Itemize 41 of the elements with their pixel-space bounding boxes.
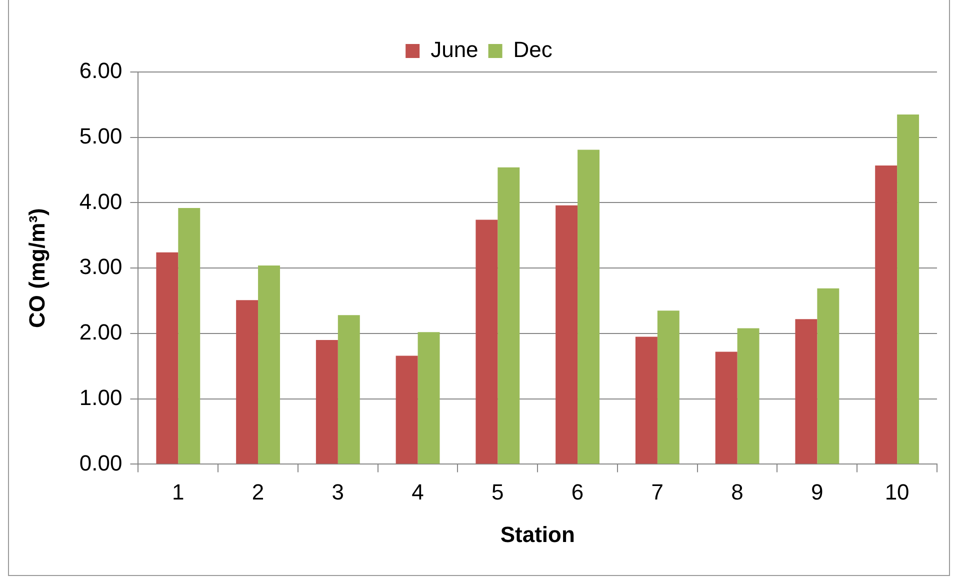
bar: [737, 328, 760, 464]
bar: [578, 150, 600, 464]
bar: [556, 205, 578, 464]
bar: [178, 208, 200, 464]
x-tick-label: 10: [884, 479, 910, 504]
x-tick-label: 4: [412, 479, 424, 504]
y-tick-label: 0.00: [79, 450, 122, 476]
x-tick-label: 3: [332, 479, 344, 504]
bar: [396, 356, 418, 464]
bar: [897, 114, 920, 464]
x-tick-label: 8: [731, 479, 744, 504]
y-tick-label: 4.00: [79, 188, 122, 214]
y-tick-label: 2.00: [79, 320, 122, 345]
x-axis-title: Station: [500, 522, 575, 547]
x-tick-label: 5: [492, 479, 504, 504]
x-tick-label: 7: [651, 479, 664, 504]
legend-label: June: [430, 37, 478, 62]
bar: [316, 340, 338, 464]
bar: [476, 220, 498, 464]
legend-label: Dec: [513, 37, 552, 62]
y-tick-label: 6.00: [79, 58, 122, 84]
bar: [715, 352, 738, 464]
y-tick-label: 1.00: [79, 384, 122, 410]
bar: [657, 310, 680, 464]
bar: [635, 336, 658, 464]
y-axis-title: CO (mg/m³): [24, 208, 50, 328]
x-tick-label: 2: [252, 479, 264, 504]
bar: [258, 265, 280, 464]
x-tick-label: 1: [172, 479, 184, 504]
bar: [498, 167, 520, 464]
y-tick-label: 3.00: [79, 254, 122, 280]
y-tick-label: 5.00: [79, 123, 122, 148]
bar: [418, 332, 440, 464]
x-tick-label: 6: [571, 479, 584, 504]
bar: [875, 165, 898, 464]
bar: [236, 300, 258, 464]
bar: [817, 288, 840, 464]
bar: [338, 315, 360, 464]
x-tick-label: 9: [811, 479, 824, 504]
bar: [795, 319, 818, 464]
bar: [156, 252, 178, 464]
